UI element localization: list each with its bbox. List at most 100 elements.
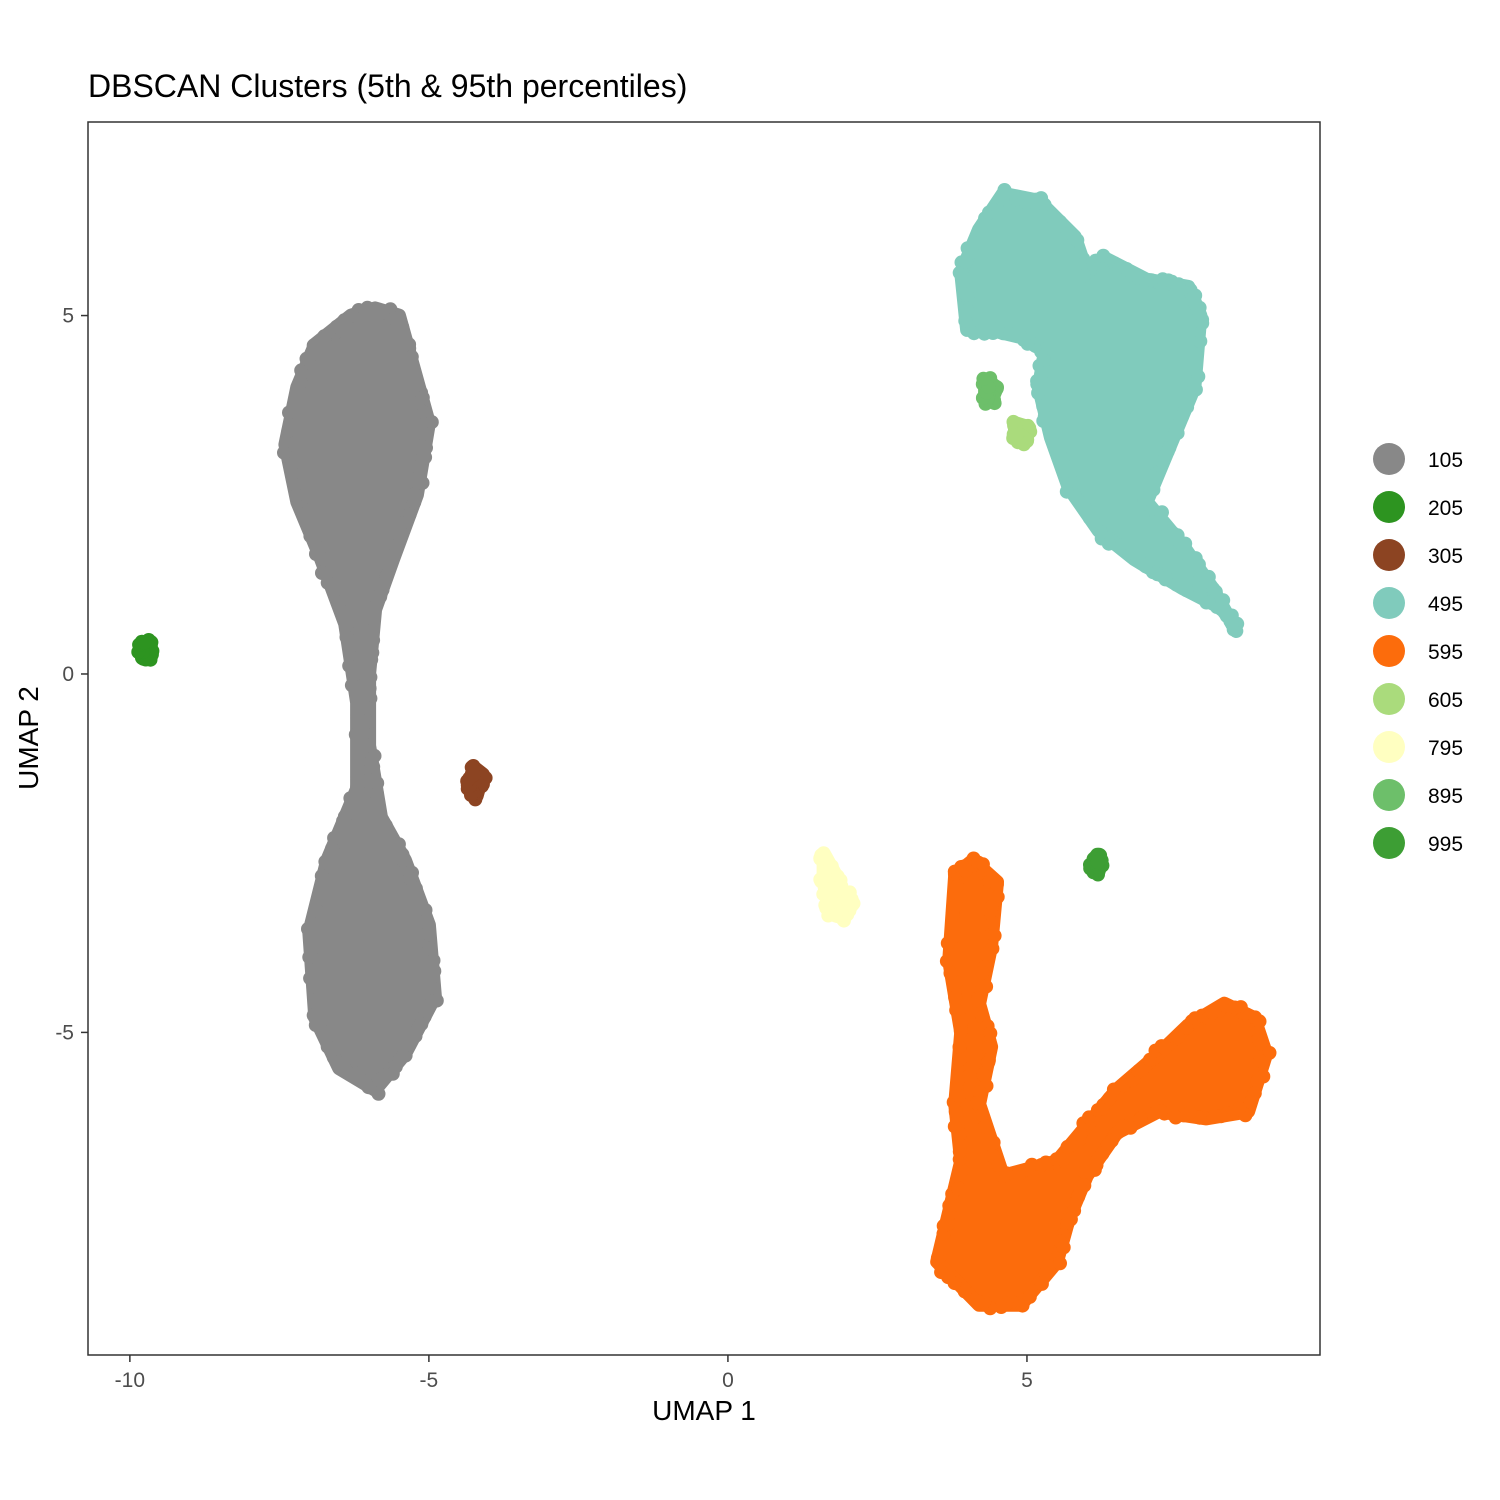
point-495 bbox=[1036, 399, 1051, 414]
point-105 bbox=[422, 941, 437, 956]
point-595 bbox=[1133, 1112, 1148, 1127]
point-595 bbox=[970, 1096, 984, 1111]
point-495 bbox=[1181, 388, 1196, 403]
point-495 bbox=[1059, 484, 1074, 499]
point-595 bbox=[1153, 1104, 1168, 1119]
point-495 bbox=[1201, 569, 1216, 584]
point-105 bbox=[418, 903, 433, 918]
point-105 bbox=[352, 753, 367, 768]
point-105 bbox=[308, 992, 323, 1007]
point-105 bbox=[368, 599, 383, 614]
point-105 bbox=[414, 1017, 429, 1032]
point-595 bbox=[943, 966, 958, 981]
point-105 bbox=[385, 1066, 400, 1081]
point-595 bbox=[1243, 1094, 1258, 1109]
point-595 bbox=[955, 1163, 969, 1178]
point-105 bbox=[305, 941, 320, 956]
legend-label-595: 595 bbox=[1428, 641, 1463, 664]
point-105 bbox=[425, 980, 440, 995]
x-tick-label: -10 bbox=[115, 1369, 145, 1392]
point-105 bbox=[304, 522, 319, 537]
point-105 bbox=[396, 853, 410, 868]
point-105 bbox=[427, 964, 442, 979]
point-495 bbox=[1190, 585, 1205, 600]
point-105 bbox=[285, 457, 300, 471]
x-tick-label: 5 bbox=[1021, 1369, 1033, 1392]
point-595 bbox=[994, 1300, 1009, 1314]
point-105 bbox=[319, 1025, 334, 1040]
point-595 bbox=[970, 993, 985, 1008]
point-895 bbox=[976, 371, 991, 386]
point-995 bbox=[1090, 855, 1105, 870]
point-105 bbox=[369, 795, 384, 810]
point-495 bbox=[1112, 539, 1127, 554]
point-105 bbox=[416, 426, 431, 441]
point-495 bbox=[1033, 371, 1048, 386]
series-305 bbox=[460, 759, 493, 807]
point-105 bbox=[415, 390, 430, 405]
point-105 bbox=[348, 727, 363, 742]
point-495 bbox=[960, 303, 975, 318]
point-495 bbox=[1169, 577, 1184, 592]
point-495 bbox=[1195, 316, 1210, 331]
point-105 bbox=[309, 547, 323, 561]
point-495 bbox=[1155, 505, 1169, 520]
series-895 bbox=[975, 371, 1004, 411]
point-105 bbox=[283, 417, 298, 431]
point-105 bbox=[404, 349, 419, 364]
point-495 bbox=[1175, 409, 1189, 424]
point-595 bbox=[1077, 1165, 1092, 1179]
point-105 bbox=[364, 652, 379, 667]
point-595 bbox=[975, 857, 990, 872]
point-595 bbox=[976, 1067, 991, 1082]
point-495 bbox=[959, 287, 974, 302]
point-495 bbox=[1096, 248, 1111, 263]
point-595 bbox=[981, 1055, 996, 1070]
point-595 bbox=[975, 965, 990, 980]
point-495 bbox=[1075, 497, 1089, 512]
series-995 bbox=[1083, 847, 1110, 882]
point-105 bbox=[309, 903, 324, 918]
point-595 bbox=[1015, 1298, 1030, 1313]
point-105 bbox=[362, 681, 377, 696]
legend-key-305 bbox=[1373, 539, 1405, 571]
plot-panel-border bbox=[87, 121, 1321, 1356]
point-495 bbox=[1044, 426, 1059, 441]
point-495 bbox=[1178, 536, 1193, 551]
point-105 bbox=[301, 922, 315, 936]
point-595 bbox=[949, 1003, 964, 1018]
point-105 bbox=[330, 595, 345, 610]
point-595 bbox=[935, 1241, 950, 1256]
point-495 bbox=[1160, 444, 1175, 459]
point-495 bbox=[1171, 277, 1186, 292]
series-795 bbox=[813, 846, 861, 928]
point-105 bbox=[426, 953, 441, 968]
point-105 bbox=[341, 615, 356, 630]
point-595 bbox=[990, 889, 1005, 904]
point-495 bbox=[952, 265, 967, 280]
legend-label-795: 795 bbox=[1428, 737, 1463, 760]
point-595 bbox=[1208, 1108, 1222, 1123]
x-tick-label: -5 bbox=[420, 1369, 439, 1392]
point-595 bbox=[934, 1265, 949, 1280]
point-105 bbox=[314, 868, 329, 883]
point-105 bbox=[352, 696, 367, 711]
point-595 bbox=[985, 915, 1000, 930]
point-105 bbox=[407, 495, 422, 510]
legend-key-995 bbox=[1373, 827, 1405, 859]
point-105 bbox=[325, 841, 340, 856]
point-595 bbox=[949, 898, 964, 913]
point-495 bbox=[958, 254, 973, 269]
point-595 bbox=[979, 979, 994, 994]
point-105 bbox=[420, 915, 435, 930]
x-axis-title: UMAP 1 bbox=[652, 1395, 756, 1426]
point-595 bbox=[1056, 1152, 1071, 1167]
point-495 bbox=[1058, 464, 1072, 479]
point-105 bbox=[415, 475, 430, 490]
point-595 bbox=[1168, 1110, 1183, 1125]
legend-label-495: 495 bbox=[1428, 593, 1463, 616]
point-105 bbox=[306, 1008, 321, 1023]
point-495 bbox=[1187, 357, 1202, 372]
point-495 bbox=[1199, 595, 1214, 610]
